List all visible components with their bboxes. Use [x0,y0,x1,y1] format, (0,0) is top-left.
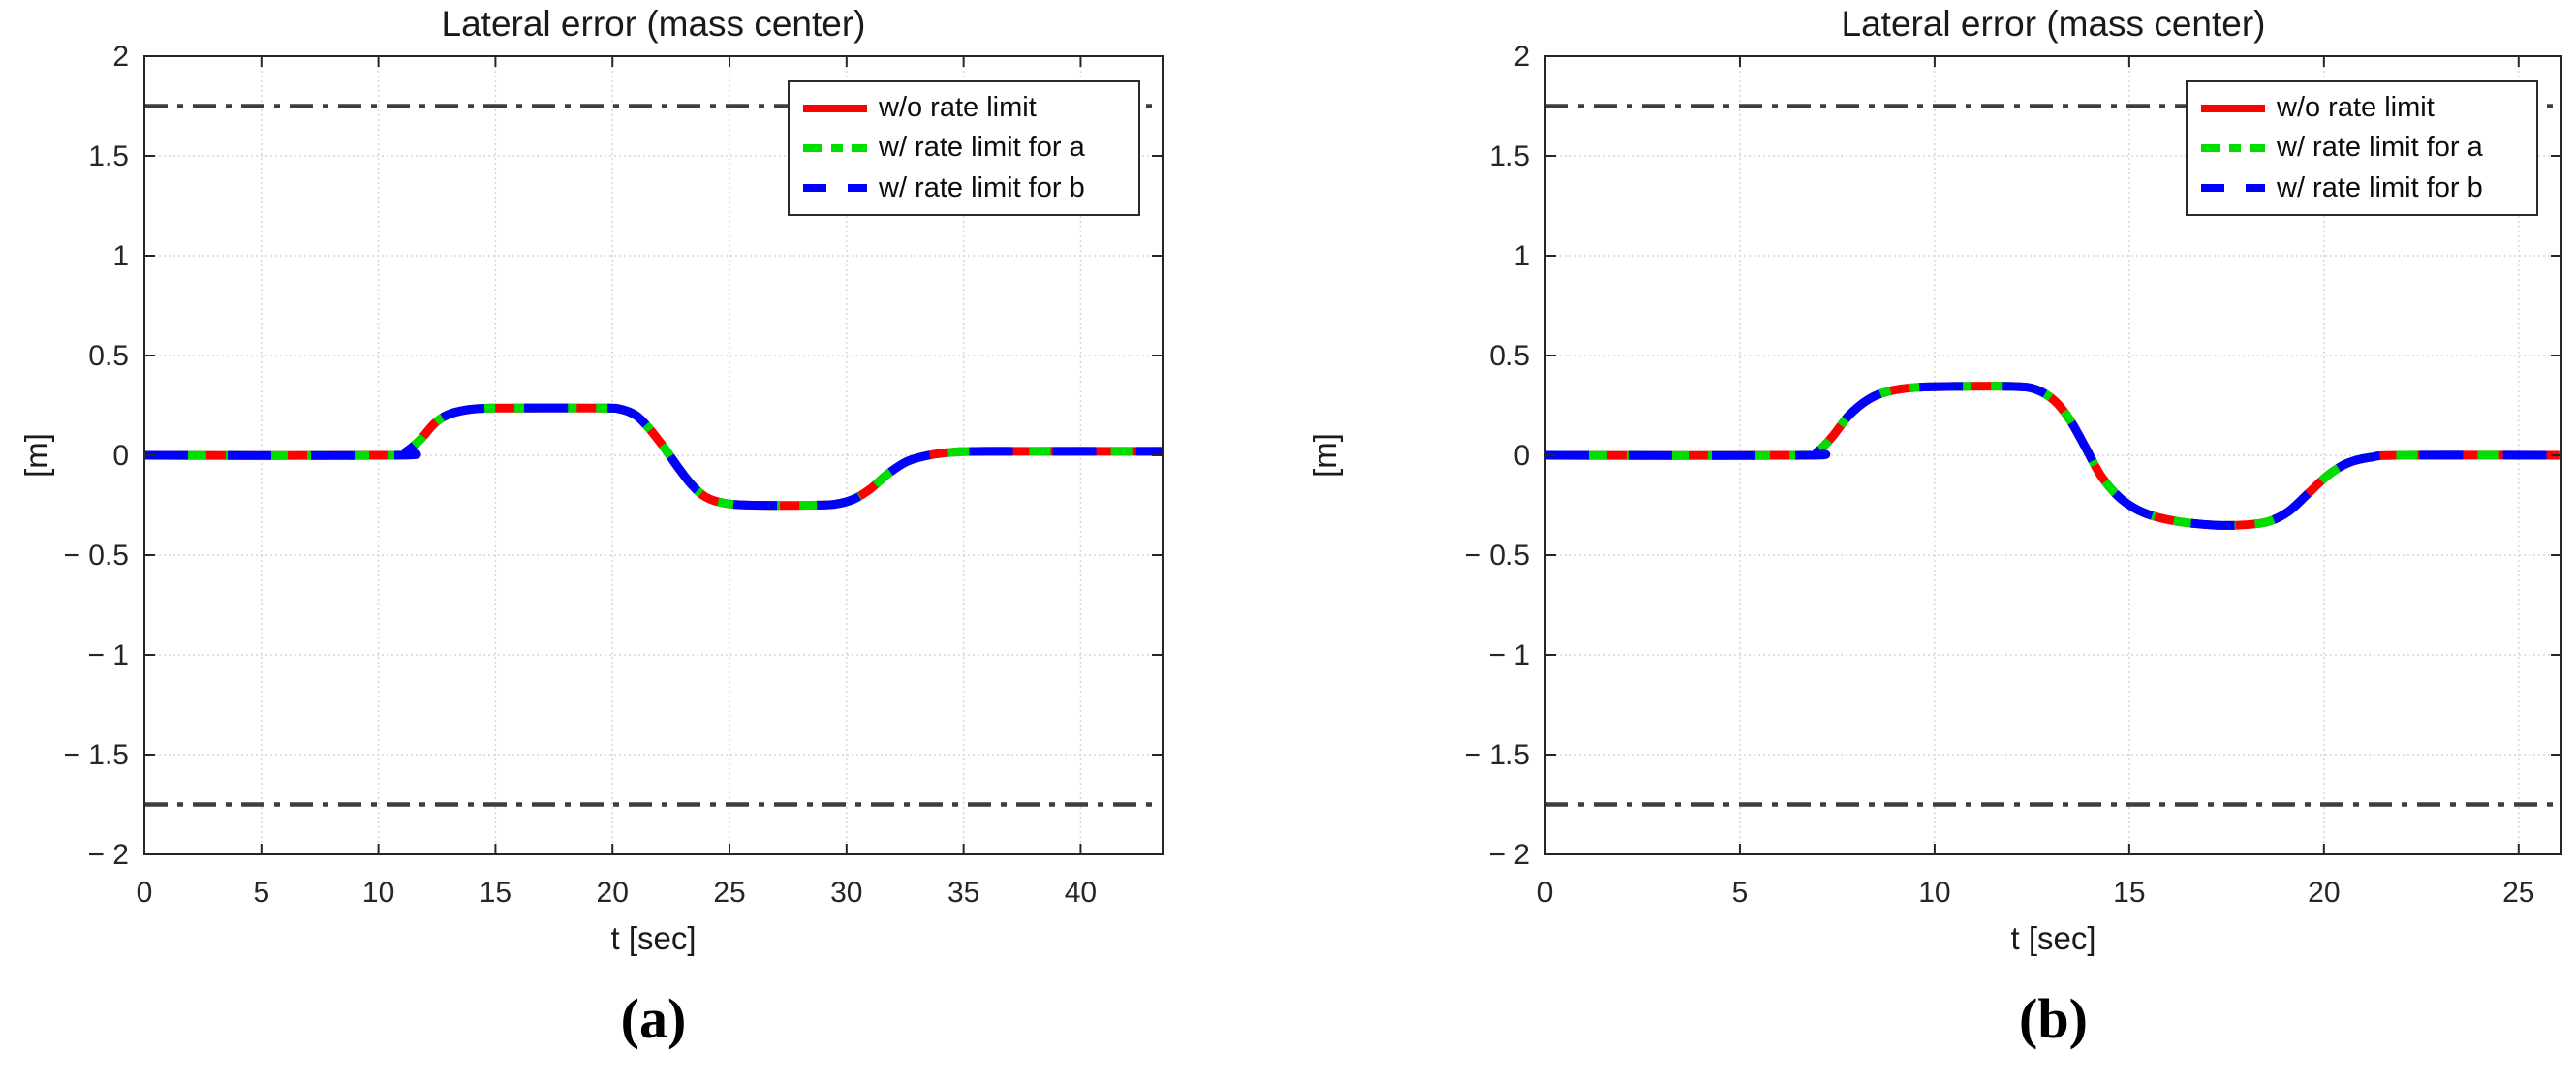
x-axis-label: t [sec] [2010,920,2096,956]
x-tick-label: 5 [1732,877,1749,909]
legend-label: w/o rate limit [2277,92,2435,124]
x-tick-label: 15 [2113,877,2145,909]
y-tick-label: − 0.5 [1464,540,1530,572]
legend-label: w/ rate limit for b [879,171,1085,203]
y-tick-label: − 1.5 [63,739,129,771]
y-tick-label: 1 [112,240,129,272]
x-tick-label: 25 [2502,877,2534,909]
y-tick-label: 2 [1513,41,1530,73]
x-tick-label: 10 [1918,877,1950,909]
legend-line-dashdot-green-icon [803,143,867,152]
x-tick-label: 35 [947,877,979,909]
legend-line-dashdot-green-icon [2201,143,2265,152]
chart-title: Lateral error (mass center) [1841,4,2266,44]
x-tick-label: 30 [830,877,862,909]
legend-item-rate-limit-b: w/ rate limit for b [803,170,1138,206]
legend-box: w/o rate limit w/ rate limit for a w/ ra… [2186,80,2538,216]
y-tick-label: − 1 [1488,639,1530,671]
chart-panel-b: 0 5 10 15 20 25 2 1.5 1 0.5 0 − 0.5 − 1 − 1.5 − 2 Late… [1288,0,2576,1083]
legend-label: w/ rate limit for b [2277,171,2483,203]
legend-label: w/o rate limit [879,92,1037,124]
x-tick-label: 15 [480,877,512,909]
x-tick-label: 20 [2308,877,2340,909]
y-tick-label: 1.5 [1489,140,1530,172]
y-tick-label: − 2 [87,839,129,871]
panel-sublabel-b: (b) [2019,987,2088,1050]
x-tick-label: 20 [597,877,629,909]
tick-marks [143,55,1163,855]
y-tick-label: 1 [1513,240,1530,272]
legend-item-wo-rate-limit: w/o rate limit [803,90,1138,127]
y-tick-label: − 1 [87,639,129,671]
x-axis-label: t [sec] [610,920,697,956]
legend-item-rate-limit-b: w/ rate limit for b [2201,170,2536,206]
curve-rate-limit-b [143,403,1164,511]
y-tick-label: 1.5 [88,140,129,172]
y-tick-label: 2 [112,41,129,73]
legend-item-wo-rate-limit: w/o rate limit [2201,90,2536,127]
legend-line-solid-red-icon [2201,104,2265,112]
y-tick-label: − 1.5 [1464,739,1530,771]
legend-line-solid-red-icon [803,104,867,112]
tick-marks [1544,55,2561,855]
x-tick-label: 5 [253,877,269,909]
legend-line-dashed-blue-icon [803,184,867,193]
legend-box: w/o rate limit w/ rate limit for a w/ ra… [788,80,1140,216]
legend-label: w/ rate limit for a [2277,132,2483,164]
legend-line-dashed-blue-icon [2201,184,2265,193]
chart-title: Lateral error (mass center) [441,4,866,44]
panel-sublabel-a: (a) [620,987,687,1050]
y-tick-label: 0 [1513,440,1530,472]
y-tick-label: − 2 [1488,839,1530,871]
y-tick-label: 0.5 [1489,340,1530,372]
y-axis-label: [m] [18,433,54,478]
legend-label: w/ rate limit for a [879,132,1085,164]
x-tick-label: 25 [713,877,745,909]
plot-a-canvas: 0 5 10 15 20 25 30 35 40 2 1.5 1 0.5 0 − 0.5 − 1 − 1.5 − … [63,41,1164,909]
chart-panel-a: 0 5 10 15 20 25 30 35 40 2 1.5 1 0.5 0 − 0.5 − 1 − 1.5 − … [18,4,1164,1050]
curve-rate-limit-b [1544,382,2562,530]
curve-wo-rate-limit [143,403,1164,511]
x-tick-label: 0 [1537,877,1554,909]
y-tick-label: 0 [112,440,129,472]
y-axis-label: [m] [1307,433,1343,478]
y-tick-label: 0.5 [88,340,129,372]
x-tick-label: 0 [137,877,153,909]
plot-b-canvas: 0 5 10 15 20 25 2 1.5 1 0.5 0 − 0.5 − 1 − 1.5 − 2 [1464,41,2562,909]
x-tick-label: 10 [362,877,394,909]
legend-item-rate-limit-a: w/ rate limit for a [803,130,1138,167]
legend-item-rate-limit-a: w/ rate limit for a [2201,130,2536,167]
x-tick-label: 40 [1065,877,1097,909]
y-tick-label: − 0.5 [63,540,129,572]
